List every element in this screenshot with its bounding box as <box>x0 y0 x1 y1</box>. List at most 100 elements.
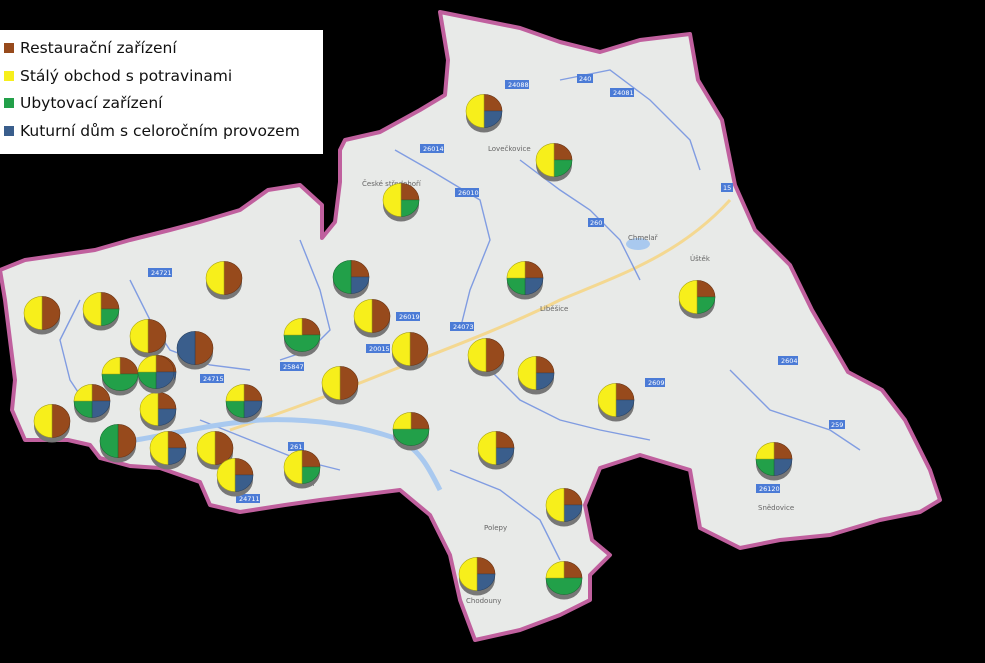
pie-slice-restaurant <box>147 319 167 353</box>
pie-slice-grocery <box>545 488 565 522</box>
pie-marker[interactable] <box>139 392 177 431</box>
pie-slice-grocery <box>465 94 485 128</box>
pie-marker[interactable] <box>755 442 793 481</box>
pie-marker[interactable] <box>382 183 420 222</box>
pie-slice-accommodation <box>392 428 430 446</box>
main-road <box>229 198 732 432</box>
road-number: 259 <box>831 421 843 429</box>
pie-slice-grocery <box>33 404 53 438</box>
pie-slice-grocery <box>467 338 487 372</box>
pie-marker[interactable] <box>545 561 583 600</box>
pie-marker[interactable] <box>517 356 555 395</box>
road-number: 2609 <box>648 379 665 387</box>
pie-slice-grocery <box>458 557 478 591</box>
road-number: 240 <box>579 75 591 83</box>
pie-marker[interactable] <box>391 332 429 371</box>
pie-marker[interactable] <box>465 94 503 133</box>
road-badge: 26120 <box>756 484 780 493</box>
pie-marker[interactable] <box>33 404 71 443</box>
pie-slice-grocery <box>506 261 526 279</box>
pie-marker[interactable] <box>545 488 583 527</box>
pie-marker[interactable] <box>149 431 187 470</box>
pie-marker[interactable] <box>129 319 167 358</box>
pie-marker[interactable] <box>216 458 254 497</box>
town-label: České středohoří <box>362 179 422 188</box>
pie-slice-grocery <box>755 442 775 460</box>
pie-marker[interactable] <box>535 143 573 182</box>
pie-marker[interactable] <box>506 261 544 300</box>
legend-swatch-culture <box>4 126 14 136</box>
road-number: 24715 <box>203 375 224 383</box>
pie-marker[interactable] <box>283 450 321 489</box>
pie-slice-grocery <box>535 143 555 177</box>
pie-slice-grocery <box>101 357 121 375</box>
pie-marker[interactable] <box>458 557 496 596</box>
pie-marker[interactable] <box>99 424 137 463</box>
road-badge: 259 <box>829 420 845 429</box>
road-number: 261 <box>290 443 302 451</box>
road-number: 26019 <box>399 313 420 321</box>
pie-marker[interactable] <box>73 384 111 423</box>
boundary-line <box>129 279 251 371</box>
pie-slice-accommodation <box>283 334 321 352</box>
pie-slice-grocery <box>283 318 303 336</box>
pie-marker[interactable] <box>678 280 716 319</box>
road-badge: 2609 <box>645 378 665 387</box>
pie-marker[interactable] <box>597 383 635 422</box>
pie-marker[interactable] <box>467 338 505 377</box>
pie-slice-accommodation <box>332 260 352 294</box>
town-label: Snědovice <box>758 504 794 512</box>
pie-marker[interactable] <box>176 331 214 370</box>
roads <box>229 198 732 432</box>
town-label: Liběšice <box>540 305 568 313</box>
pie-marker[interactable] <box>196 431 234 470</box>
pie-slice-accommodation <box>101 373 139 391</box>
pie-marker[interactable] <box>283 318 321 357</box>
pie-slice-grocery <box>225 384 245 402</box>
legend-swatch-accommodation <box>4 98 14 108</box>
pie-marker[interactable] <box>353 299 391 338</box>
legend-item-accommodation: Ubytovací zařízení <box>4 92 162 114</box>
boundary-line <box>559 69 701 171</box>
legend-label: Kuturní dům s celoročním provozem <box>20 122 300 140</box>
road-number: 26120 <box>759 485 780 493</box>
town-label: Úštěk <box>690 254 711 263</box>
road-number: 20015 <box>369 345 390 353</box>
legend-item-culture: Kuturní dům s celoročním provozem <box>4 120 300 142</box>
road-number: 24088 <box>508 81 529 89</box>
road-number: 26014 <box>423 145 444 153</box>
pie-slice-grocery <box>283 450 303 484</box>
road-badge: 240 <box>577 74 593 83</box>
pie-marker[interactable] <box>23 296 61 335</box>
boundary-line <box>479 359 651 441</box>
pie-slice-grocery <box>382 183 402 217</box>
road-badge: 260 <box>588 218 604 227</box>
pie-marker[interactable] <box>137 355 175 394</box>
pie-marker[interactable] <box>392 412 430 451</box>
pie-marker[interactable] <box>321 366 359 405</box>
pie-marker[interactable] <box>82 292 120 331</box>
pie-slice-grocery <box>137 355 157 373</box>
legend-label: Stálý obchod s potravinami <box>20 67 233 85</box>
pie-marker[interactable] <box>225 384 263 423</box>
pie-slice-restaurant <box>214 431 234 465</box>
pie-marker[interactable] <box>101 357 139 396</box>
pie-slice-restaurant <box>41 296 61 330</box>
road-number: 24711 <box>239 495 260 503</box>
pie-marker[interactable] <box>332 260 370 299</box>
pie-marker[interactable] <box>477 431 515 470</box>
legend-swatch-restaurant <box>4 43 14 53</box>
pie-slice-grocery <box>545 561 565 579</box>
pie-slice-grocery <box>216 458 236 492</box>
pie-slice-restaurant <box>409 332 429 366</box>
legend-item-grocery: Stálý obchod s potravinami <box>4 65 232 87</box>
pie-slice-grocery <box>205 261 225 295</box>
road-badge: 24721 <box>148 268 172 277</box>
boundary-line <box>449 469 561 561</box>
road-badge: 26010 <box>455 188 479 197</box>
pie-marker[interactable] <box>205 261 243 300</box>
town-label: Chodouny <box>466 597 501 605</box>
road-number: 2604 <box>781 357 798 365</box>
pie-slice-grocery <box>353 299 373 333</box>
